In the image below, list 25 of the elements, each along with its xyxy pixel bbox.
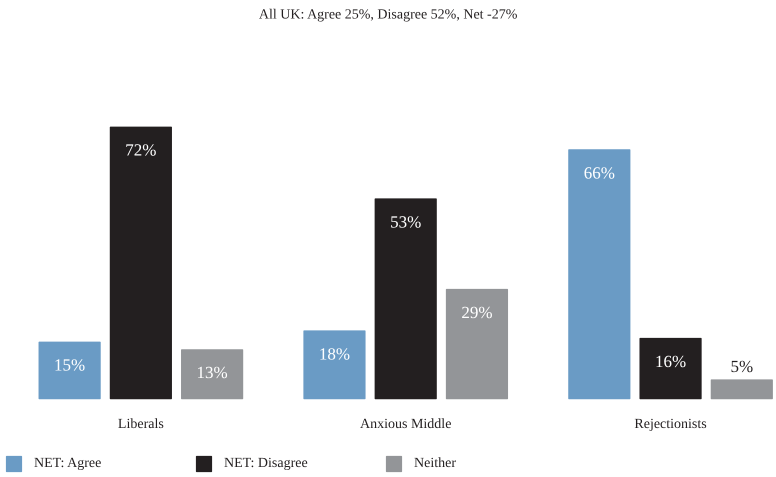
bar — [446, 288, 508, 400]
bar — [374, 198, 437, 400]
chart-title: All UK: Agree 25%, Disagree 52%, Net -27% — [258, 8, 518, 22]
bar — [181, 349, 244, 400]
data-label: 5% — [730, 356, 754, 376]
bar — [710, 379, 773, 400]
legend-label: NET: Disagree — [224, 456, 309, 472]
bar — [639, 338, 702, 400]
bar — [38, 342, 101, 400]
bar — [303, 330, 366, 400]
x-tick-label: Anxious Middle — [360, 417, 452, 432]
data-label: 29% — [461, 302, 493, 322]
bar — [568, 149, 630, 400]
data-label: 16% — [654, 352, 686, 371]
data-label: 72% — [125, 140, 156, 160]
bar — [110, 126, 172, 400]
data-label: 18% — [318, 344, 350, 364]
x-tick-label: Rejectionists — [634, 417, 707, 432]
legend-label: Neither — [414, 456, 457, 472]
data-label: 66% — [584, 163, 615, 182]
data-label: 15% — [54, 356, 86, 375]
x-tick-label: Liberals — [118, 417, 164, 432]
data-label: 13% — [196, 363, 228, 382]
data-label: 53% — [390, 212, 422, 232]
legend-label: NET: Agree — [34, 456, 102, 472]
